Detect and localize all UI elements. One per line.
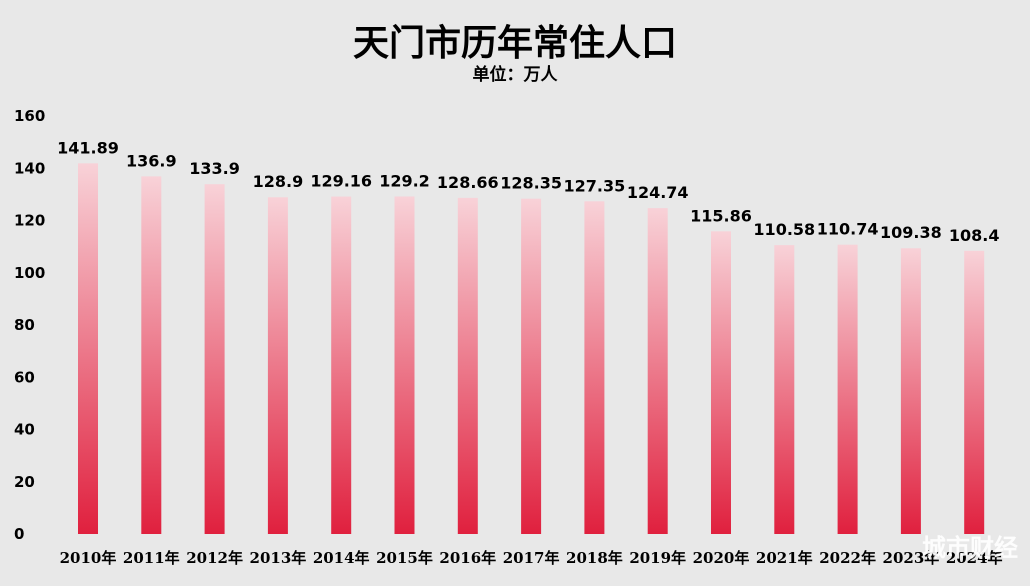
bar [78,163,98,534]
x-tick-label: 2011年 [123,549,180,567]
x-tick-label: 2024年 [946,549,1003,567]
y-tick-label: 140 [14,159,45,177]
y-tick-label: 120 [14,212,45,230]
bar [331,196,352,534]
y-tick-label: 60 [14,368,35,386]
data-label: 110.58 [753,220,815,239]
y-tick-label: 20 [14,473,35,491]
bar [711,231,731,535]
data-label: 129.16 [310,172,372,191]
bar [521,198,542,535]
data-label: 109.38 [880,223,942,242]
x-axis: 2010年 2011年 2012年 2013年 2014年 2015年 2016年 2017年… [60,549,1003,567]
bar [584,201,605,534]
chart-title: 天门市历年常住人口 [353,23,677,64]
x-tick-label: 2022年 [819,549,876,567]
bar [900,248,921,534]
data-label: 128.35 [500,174,562,193]
x-tick-label: 2020年 [693,549,750,567]
bar [457,197,478,535]
data-label: 133.9 [189,159,240,178]
x-tick-label: 2021年 [756,549,813,567]
bar [774,245,795,535]
y-tick-label: 80 [14,316,35,334]
y-tick-label: 160 [14,107,45,125]
bar [141,176,162,534]
data-label: 128.66 [437,173,499,192]
x-tick-label: 2010年 [60,549,117,567]
x-tick-label: 2016年 [439,549,496,567]
x-tick-label: 2012年 [186,549,243,567]
data-label: 128.9 [253,172,304,191]
bar [394,196,415,534]
chart-subtitle: 单位：万人 [473,64,559,85]
watermark: 城市财经 [922,534,1018,562]
data-label: 108.4 [949,226,1000,245]
bar [647,208,668,534]
data-label: 124.74 [627,183,689,202]
y-tick-label: 0 [14,525,24,543]
bar [267,197,288,534]
bar [204,184,225,534]
y-tick-label: 100 [14,264,45,282]
x-tick-label: 2013年 [250,549,307,567]
y-tick-label: 40 [14,421,35,439]
data-label: 129.2 [379,171,430,190]
x-tick-label: 2023年 [883,549,940,567]
x-tick-label: 2018年 [566,549,623,567]
bar [837,244,858,534]
x-tick-label: 2017年 [503,549,560,567]
data-label: 110.74 [817,220,879,239]
data-label: 136.9 [126,151,177,170]
bar [964,250,985,534]
data-label: 141.89 [57,138,119,157]
x-tick-label: 2019年 [629,549,686,567]
x-tick-label: 2014年 [313,549,370,567]
data-label: 127.35 [564,176,626,195]
x-tick-label: 2015年 [376,549,433,567]
y-axis: 0 20 40 60 80 100 120 140 160 [14,107,45,543]
data-label: 115.86 [690,206,752,225]
